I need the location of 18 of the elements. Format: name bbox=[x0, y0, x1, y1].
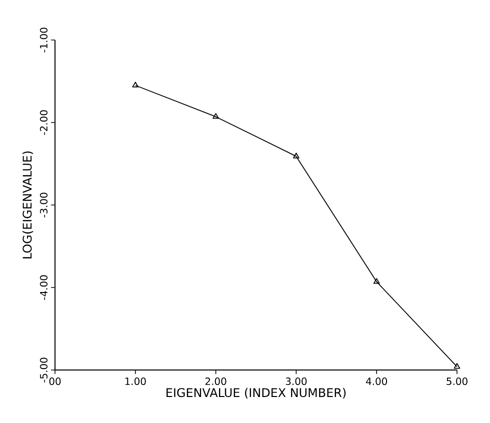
x-tick-label: 5.00 bbox=[446, 377, 468, 386]
x-axis-title: EIGENVALUE (INDEX NUMBER) bbox=[166, 388, 346, 399]
y-tick-label: -4.00 bbox=[40, 275, 48, 300]
x-tick-label: 2.00 bbox=[205, 377, 226, 386]
y-tick-label: -5.00 bbox=[40, 358, 48, 382]
point bbox=[373, 278, 380, 284]
y-tick-label: -3.00 bbox=[40, 192, 48, 218]
point bbox=[292, 152, 300, 158]
point bbox=[132, 82, 139, 88]
point bbox=[454, 363, 460, 369]
x-tick-label: 4.00 bbox=[366, 377, 388, 386]
y-tick-label: -2.00 bbox=[40, 110, 48, 135]
x-tick-label: 3.00 bbox=[286, 377, 307, 386]
y-tick-label: -1.00 bbox=[40, 28, 48, 52]
point bbox=[212, 113, 220, 119]
x-tick-label: 1.00 bbox=[125, 377, 146, 386]
y-axis-title: LOG(EIGENVALUE) bbox=[22, 152, 34, 258]
x-tick-label: 00 bbox=[49, 377, 61, 386]
